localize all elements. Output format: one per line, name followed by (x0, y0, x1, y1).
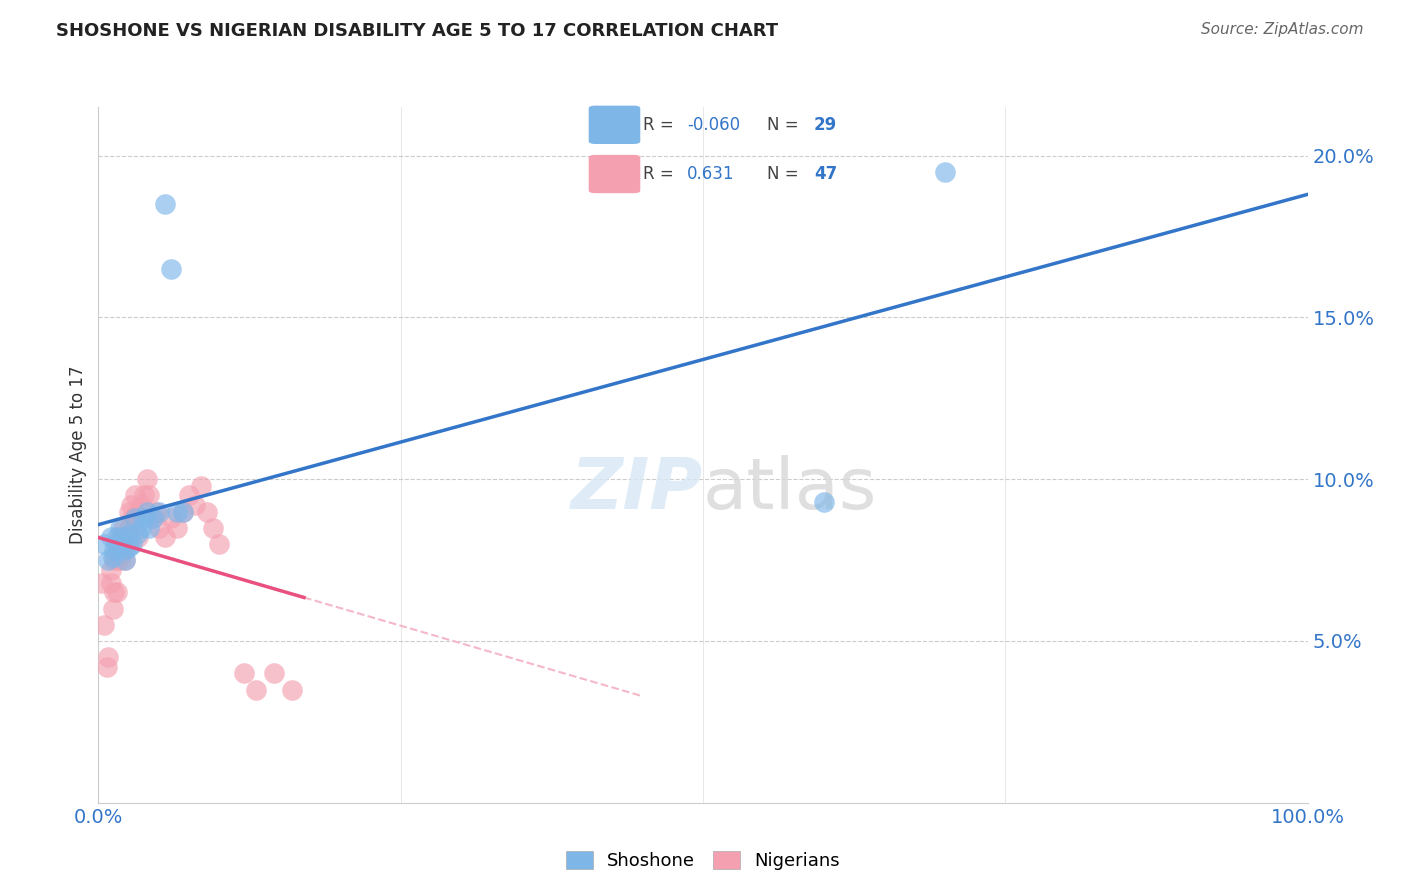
Point (108, 531, 131, 545)
Point (114, 543, 136, 558)
Point (105, 537, 128, 551)
Point (93, 617, 115, 632)
Point (114, 553, 136, 567)
Point (97, 650, 120, 665)
Point (108, 543, 131, 558)
Point (118, 504, 141, 518)
Point (134, 511, 156, 525)
Text: R =: R = (643, 116, 679, 134)
Point (101, 549, 124, 564)
Point (105, 531, 128, 545)
Point (135, 472, 157, 486)
Point (96, 660, 118, 674)
Point (172, 504, 194, 518)
Point (148, 504, 170, 518)
Point (232, 666, 254, 681)
Point (202, 521, 225, 535)
Point (160, 261, 183, 276)
Point (103, 553, 125, 567)
Text: N =: N = (766, 116, 803, 134)
Point (118, 540, 141, 554)
Point (129, 521, 152, 535)
Point (114, 553, 136, 567)
Point (166, 504, 188, 518)
Point (134, 488, 156, 502)
FancyBboxPatch shape (589, 155, 640, 193)
Point (97, 553, 120, 567)
Text: 0.631: 0.631 (688, 165, 734, 183)
Point (118, 521, 141, 535)
Point (100, 563, 122, 577)
FancyBboxPatch shape (589, 106, 640, 144)
Point (127, 504, 149, 518)
Point (142, 511, 165, 525)
Text: atlas: atlas (703, 455, 877, 524)
Point (108, 521, 131, 535)
Point (120, 498, 142, 512)
Point (105, 553, 128, 567)
Point (108, 540, 131, 554)
Text: R =: R = (643, 165, 679, 183)
Point (105, 537, 128, 551)
Point (121, 537, 143, 551)
Point (103, 585, 125, 599)
Point (153, 531, 176, 545)
Point (138, 488, 160, 502)
Point (145, 504, 167, 518)
Point (129, 498, 152, 512)
Text: Source: ZipAtlas.com: Source: ZipAtlas.com (1201, 22, 1364, 37)
Point (934, 165, 956, 179)
Point (93, 537, 115, 551)
Point (813, 495, 835, 509)
Point (184, 498, 207, 512)
Point (195, 504, 218, 518)
Point (114, 537, 136, 551)
Point (127, 531, 149, 545)
Text: 29: 29 (814, 116, 837, 134)
Legend: Shoshone, Nigerians: Shoshone, Nigerians (558, 844, 848, 877)
Text: ZIP: ZIP (571, 455, 703, 524)
Text: 47: 47 (814, 165, 837, 183)
Point (100, 531, 122, 545)
Point (111, 543, 134, 558)
Point (245, 682, 267, 697)
Point (121, 511, 143, 525)
Point (100, 575, 122, 590)
Point (190, 478, 212, 492)
Point (127, 527, 149, 541)
Point (138, 521, 160, 535)
Point (91, 575, 114, 590)
Point (166, 521, 188, 535)
Point (105, 585, 128, 599)
Y-axis label: Disability Age 5 to 17: Disability Age 5 to 17 (69, 366, 87, 544)
Point (111, 531, 134, 545)
Point (124, 511, 146, 525)
Point (148, 521, 170, 535)
Point (208, 537, 231, 551)
Point (172, 504, 194, 518)
Point (135, 504, 157, 518)
Point (142, 511, 165, 525)
Point (177, 488, 201, 502)
Point (160, 511, 183, 525)
Text: SHOSHONE VS NIGERIAN DISABILITY AGE 5 TO 17 CORRELATION CHART: SHOSHONE VS NIGERIAN DISABILITY AGE 5 TO… (56, 22, 779, 40)
Point (281, 682, 304, 697)
Point (111, 521, 134, 535)
Text: N =: N = (766, 165, 803, 183)
Point (103, 543, 125, 558)
Point (124, 488, 146, 502)
Point (108, 553, 131, 567)
Point (118, 527, 141, 541)
Text: -0.060: -0.060 (688, 116, 740, 134)
Point (153, 197, 176, 211)
Point (101, 601, 124, 615)
Point (263, 666, 285, 681)
